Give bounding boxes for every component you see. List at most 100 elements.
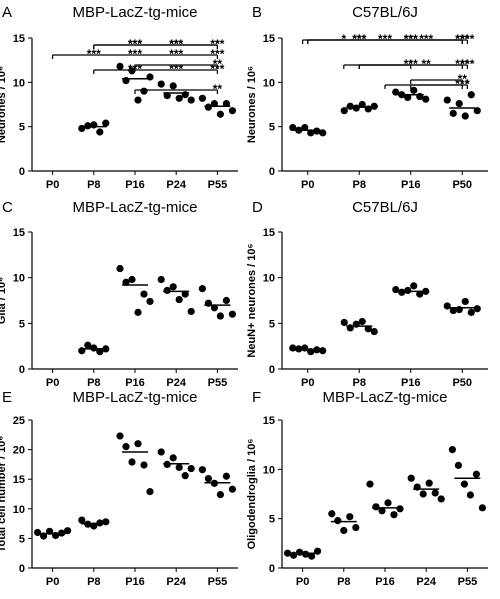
panel-title: MBP-LacZ-tg-mice xyxy=(72,199,197,216)
x-tick-label: P0 xyxy=(301,377,314,389)
data-point xyxy=(319,347,327,355)
data-point xyxy=(187,96,195,104)
data-point xyxy=(204,475,212,483)
x-tick-label: P55 xyxy=(208,576,228,588)
x-tick-label: P50 xyxy=(452,179,472,191)
data-point xyxy=(122,278,130,286)
data-point xyxy=(448,446,456,454)
data-point xyxy=(289,123,297,132)
data-point xyxy=(358,317,366,326)
x-tick-label: P0 xyxy=(46,179,59,191)
significance-label: *** xyxy=(352,32,366,46)
panel-label: E xyxy=(2,389,12,406)
data-point xyxy=(384,499,392,507)
significance-label: *** xyxy=(378,32,392,46)
panel-e: E MBP-LacZ-tg-mice 0 5 10 15 20 25 Total cell nu… xyxy=(0,47,238,588)
significance-label: *** xyxy=(210,62,224,76)
data-point xyxy=(169,454,177,462)
data-point xyxy=(96,128,104,136)
significance-label: *** xyxy=(169,47,183,61)
significance-label: *** xyxy=(128,62,142,76)
x-tick-label: P24 xyxy=(166,179,186,191)
data-point xyxy=(352,523,360,532)
significance-label: *** xyxy=(210,37,224,51)
data-point xyxy=(96,348,104,356)
data-point xyxy=(157,80,165,88)
data-point xyxy=(78,516,86,524)
significance-label: * xyxy=(408,57,413,71)
x-tick-label: P0 xyxy=(46,576,59,588)
x-tick-label: P24 xyxy=(416,576,436,588)
significance-label: *** xyxy=(169,62,183,76)
data-point xyxy=(102,119,110,127)
significance-label: * xyxy=(465,77,470,91)
data-point xyxy=(175,94,183,102)
data-point xyxy=(392,285,400,294)
data-point xyxy=(64,527,72,535)
significance-label: *** xyxy=(404,32,418,46)
significance-label: ** xyxy=(458,72,468,86)
x-tick-label: P24 xyxy=(166,576,186,588)
y-tick-label: 0 xyxy=(19,364,25,376)
y-tick-label: 15 xyxy=(263,415,275,427)
panel-title: MBP-LacZ-tg-mice xyxy=(72,4,197,21)
data-point xyxy=(134,96,142,104)
y-tick-label: 10 xyxy=(263,77,275,89)
x-tick-label: P8 xyxy=(353,377,366,389)
y-tick-label: 5 xyxy=(19,318,25,330)
data-point xyxy=(404,93,412,102)
significance-label: *** xyxy=(455,32,469,46)
data-point xyxy=(422,95,430,103)
data-point xyxy=(390,511,398,519)
data-point xyxy=(437,495,445,503)
significance-label: *** xyxy=(169,37,183,51)
data-point xyxy=(216,490,224,499)
data-point xyxy=(416,290,424,298)
data-point xyxy=(398,288,406,296)
y-tick-label: 10 xyxy=(263,464,275,476)
y-axis-label: Glia / 10⁶ xyxy=(0,277,8,324)
data-point xyxy=(364,325,372,333)
data-point xyxy=(334,517,342,525)
data-point xyxy=(146,297,154,306)
data-point xyxy=(228,485,236,493)
data-point xyxy=(455,100,463,108)
data-point xyxy=(210,304,218,312)
panel-c: C MBP-LacZ-tg-mice 0 5 10 15 Glia / 10⁶ P0 P8 P16… xyxy=(0,37,238,389)
data-point xyxy=(473,107,481,115)
data-point xyxy=(122,443,130,451)
significance-label: *** xyxy=(404,32,418,46)
data-point xyxy=(289,344,297,352)
x-tick-label: P16 xyxy=(125,377,145,389)
data-point xyxy=(346,513,354,521)
y-tick-label: 10 xyxy=(13,273,25,285)
data-point xyxy=(228,310,236,318)
y-tick-label: 5 xyxy=(19,533,25,545)
significance-label: *** xyxy=(169,37,183,51)
data-point xyxy=(314,547,322,555)
data-point xyxy=(370,327,378,336)
x-tick-label: P50 xyxy=(452,377,472,389)
y-axis-label: NeuN+ neurones / 10⁶ xyxy=(246,243,258,357)
data-point xyxy=(466,491,474,499)
y-tick-label: 10 xyxy=(13,504,25,516)
x-tick-label: P16 xyxy=(375,576,395,588)
significance-label: *** xyxy=(128,37,142,51)
data-point xyxy=(140,461,148,469)
y-tick-label: 15 xyxy=(13,227,25,239)
data-point xyxy=(366,480,374,488)
y-tick-label: 15 xyxy=(263,227,275,239)
significance-label: *** xyxy=(404,57,418,71)
data-point xyxy=(454,461,462,469)
panel-label: A xyxy=(2,4,12,21)
x-tick-label: P55 xyxy=(208,377,228,389)
data-point xyxy=(431,489,439,497)
data-point xyxy=(116,432,124,440)
significance-label: * xyxy=(215,37,220,51)
data-point xyxy=(396,505,404,513)
significance-label: *** xyxy=(87,47,101,61)
significance-label: * xyxy=(341,32,346,46)
panel-title: C57BL/6J xyxy=(352,4,418,21)
data-point xyxy=(128,458,136,466)
data-point xyxy=(410,282,418,290)
